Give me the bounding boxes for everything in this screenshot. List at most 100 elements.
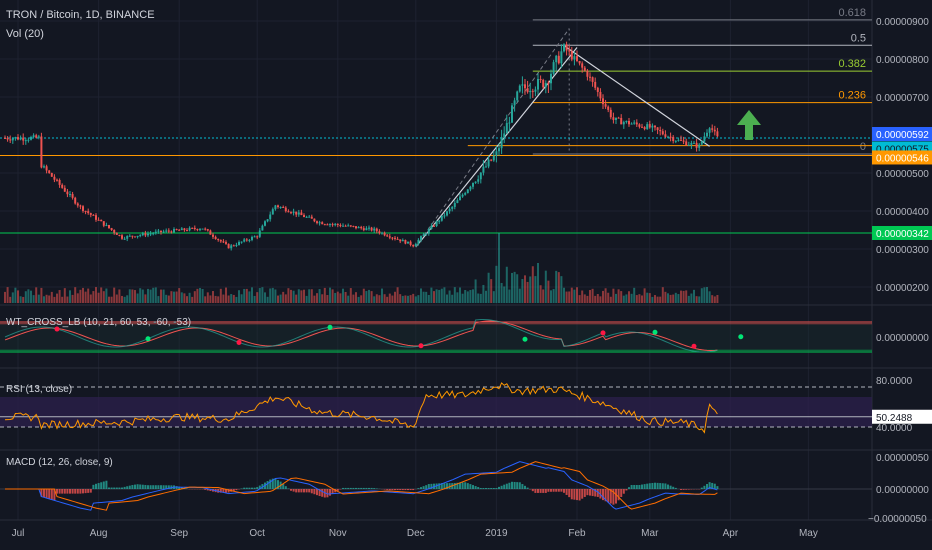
volume-bar: [287, 288, 290, 303]
volume-bar: [318, 289, 321, 303]
macd-histogram-bar: [615, 489, 617, 504]
candle-body: [43, 166, 45, 168]
wt-cross-dot: [418, 343, 424, 349]
wt-value: 0.00000000: [876, 333, 929, 344]
volume-bar: [576, 287, 578, 303]
candle-body: [578, 61, 581, 64]
volume-bar: [412, 293, 415, 303]
candle-body: [100, 219, 103, 222]
candle-body: [97, 219, 100, 221]
volume-bar: [477, 293, 480, 303]
volume-bar: [27, 289, 30, 303]
rsi-band: [0, 397, 872, 427]
macd-histogram-bar: [482, 488, 485, 489]
volume-bar: [433, 291, 435, 303]
candle-body: [521, 84, 524, 86]
candle-body: [490, 159, 493, 161]
volume-bar: [271, 287, 274, 303]
candle-body: [396, 238, 399, 240]
macd-histogram-bar: [581, 489, 584, 499]
volume-bar: [602, 290, 604, 303]
macd-histogram-bar: [256, 487, 259, 489]
macd-histogram-bar: [386, 489, 389, 490]
volume-bar: [687, 295, 690, 303]
macd-histogram-bar: [573, 489, 576, 500]
candle-body: [469, 186, 472, 190]
volume-bar: [622, 295, 625, 303]
candle-body: [71, 194, 74, 198]
volume-bar: [141, 289, 144, 303]
volume-bar: [214, 295, 217, 303]
volume-bar: [635, 295, 638, 303]
price-badge: [872, 226, 932, 240]
time-axis-tick: Nov: [329, 528, 347, 539]
candle-body: [711, 128, 714, 130]
fib-level-label: 0.5: [851, 32, 866, 44]
macd-histogram-bar: [578, 489, 581, 501]
candle-body: [638, 124, 641, 127]
candle-body: [362, 228, 365, 231]
candle-body: [622, 122, 625, 125]
candle-body: [568, 50, 571, 52]
macd-histogram-bar: [448, 483, 451, 489]
price-axis-tick: 0.00000900: [876, 17, 929, 28]
volume-bar: [74, 287, 77, 303]
volume-bar: [469, 290, 472, 303]
candle-body: [615, 117, 617, 120]
candle-body: [526, 88, 529, 93]
volume-bar: [131, 289, 134, 303]
time-axis-tick: 2019: [485, 528, 508, 539]
candle-body: [456, 200, 459, 204]
candle-body: [466, 189, 469, 194]
macd-histogram-bar: [456, 482, 459, 489]
volume-bar: [435, 289, 438, 303]
candle-body: [693, 142, 695, 144]
candle-body: [287, 211, 290, 213]
volume-bar: [336, 291, 339, 303]
volume-bar: [440, 288, 443, 303]
volume-bar: [6, 287, 9, 303]
volume-bar: [381, 288, 383, 303]
price-axis-tick: 0.00000200: [876, 283, 929, 294]
volume-bar: [565, 291, 568, 303]
candle-body: [347, 225, 350, 227]
volume-bar: [583, 294, 586, 303]
candle-body: [167, 230, 170, 232]
price-axis-tick: 0.00000300: [876, 245, 929, 256]
volume-bar: [643, 288, 646, 303]
fib-level-label: 0.236: [838, 90, 866, 102]
volume-bar: [76, 293, 79, 303]
candle-body: [583, 67, 586, 71]
macd-histogram-bar: [430, 483, 433, 489]
candle-body: [698, 144, 701, 148]
candle-body: [448, 208, 451, 212]
candle-body: [485, 166, 487, 168]
wt-cross-dot: [145, 336, 151, 342]
macd-histogram-bar: [178, 486, 181, 489]
candle-body: [505, 123, 508, 134]
macd-histogram-bar: [357, 487, 360, 489]
macd-histogram-bar: [680, 489, 682, 490]
macd-histogram-bar: [646, 483, 649, 489]
volume-bar: [706, 287, 708, 303]
candle-body: [482, 166, 485, 173]
candle-body: [147, 233, 149, 236]
volume-bar: [144, 294, 147, 303]
volume-bar: [615, 293, 617, 303]
volume-bar: [160, 289, 162, 303]
candle-body: [22, 137, 25, 141]
candle-body: [524, 84, 526, 89]
volume-bar: [713, 296, 716, 303]
candle-body: [459, 196, 461, 201]
volume-bar: [251, 287, 253, 303]
volume-bar: [30, 290, 32, 303]
candle-body: [547, 83, 550, 85]
wt-line: [4, 319, 718, 353]
price-badge-text: 0.00000546: [876, 153, 929, 164]
macd-histogram-bar: [438, 483, 441, 489]
candle-body: [438, 220, 441, 222]
volume-bar: [113, 287, 116, 303]
macd-tick: 0.00000000: [876, 485, 929, 496]
